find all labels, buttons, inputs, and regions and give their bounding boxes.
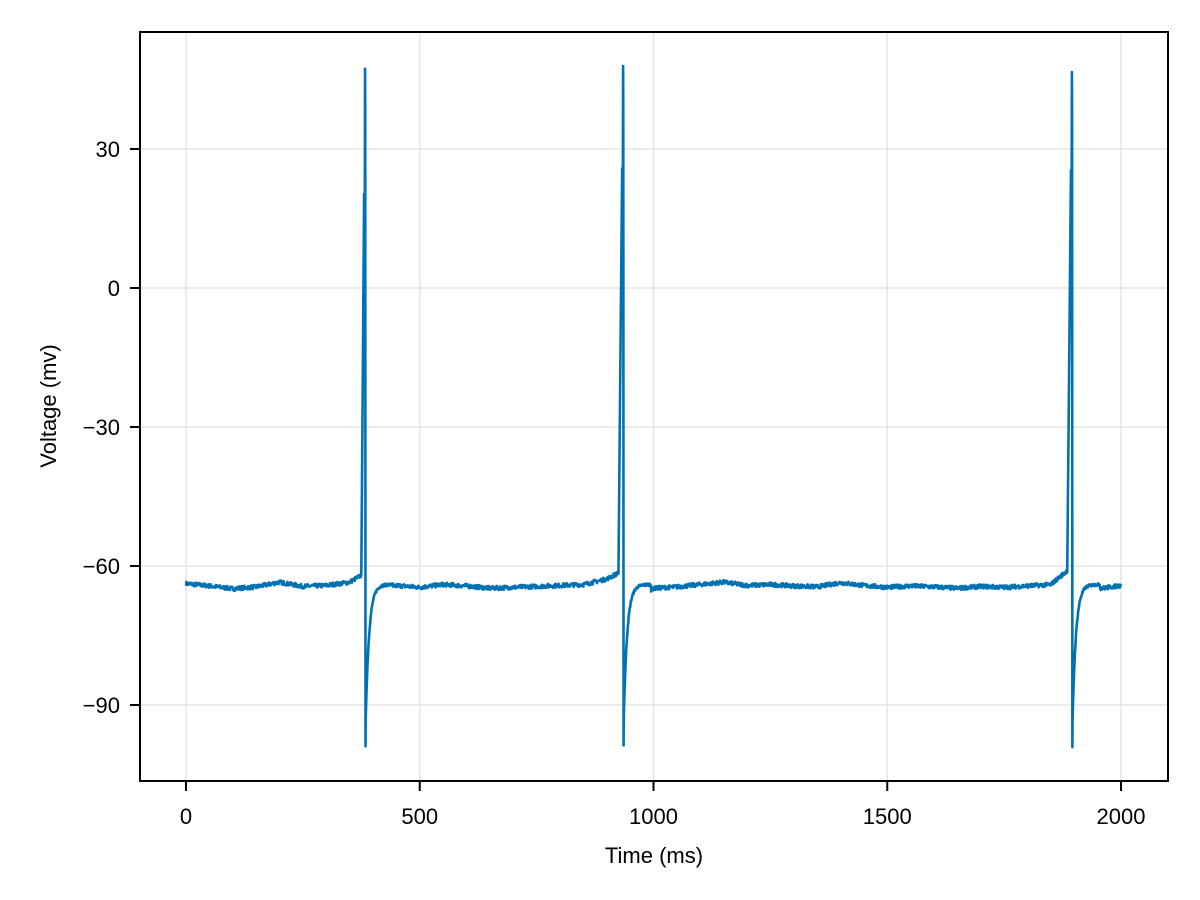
plot-area [184, 64, 1123, 749]
x-axis: 0 500 1000 1500 2000 [180, 781, 1146, 829]
x-tick-label: 1500 [863, 804, 912, 829]
x-tick-label: 0 [180, 804, 192, 829]
x-tick-label: 500 [401, 804, 438, 829]
y-tick-label: −60 [83, 554, 120, 579]
x-tick-label: 1000 [629, 804, 678, 829]
y-tick-label: −90 [83, 693, 120, 718]
x-tick-label: 2000 [1097, 804, 1146, 829]
x-axis-label: Time (ms) [605, 843, 703, 868]
y-tick-label: −30 [83, 415, 120, 440]
y-axis-label: Voltage (mv) [36, 344, 61, 468]
y-tick-label: 30 [96, 137, 120, 162]
y-tick-label: 0 [108, 276, 120, 301]
voltage-trace-line [184, 64, 1123, 749]
y-axis: 30 0 −30 −60 −90 [83, 137, 140, 718]
gridlines [140, 32, 1168, 781]
